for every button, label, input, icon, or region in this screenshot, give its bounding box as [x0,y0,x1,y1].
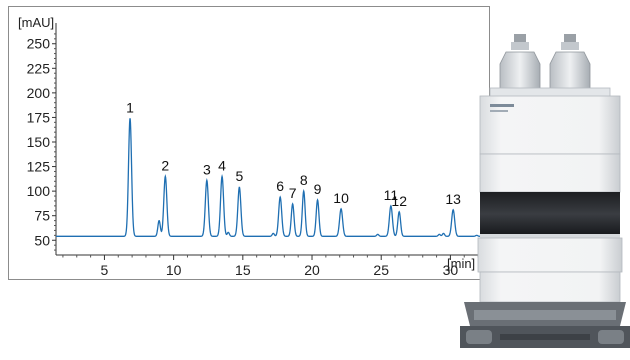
peak-label: 13 [445,191,461,207]
y-tick-label: 150 [27,134,51,150]
x-tick-label: 30 [443,262,459,278]
solvent-bottle-right [549,34,591,93]
x-tick-label: 5 [101,262,109,278]
peak-label: 7 [289,185,297,201]
peak-label: 11 [384,187,399,203]
chromatogram-trace [56,118,485,237]
y-tick-label: 175 [27,109,51,125]
peak-label: 5 [235,168,243,184]
y-tick-label: 100 [27,183,51,199]
peak-label: 3 [203,161,211,177]
chart-axes [55,23,485,256]
y-tick-label: 125 [27,159,51,175]
peak-label: 10 [333,190,349,206]
column-compartment-module [480,192,620,236]
y-tick-label: 50 [34,232,50,248]
y-tick-label: 225 [27,60,51,76]
x-axis-label: [min] [447,256,475,271]
hplc-instrument-image [460,34,630,348]
peak-label: 12 [391,193,407,209]
x-tick-label: 15 [235,262,251,278]
x-tick-label: 10 [166,262,182,278]
chromatogram-panel: 50 75 100 125 150 175 200 225 250 5 10 15 20 25 30 [mA… [8,6,490,280]
peak-label: 8 [300,172,308,188]
peak-label: 6 [276,178,284,194]
y-tick-label: 200 [27,85,51,101]
peak-label: 1 [126,99,134,115]
peak-label: 4 [218,157,226,173]
solvent-bottle-left [499,34,541,93]
x-tick-label: 20 [304,262,320,278]
y-tick-label: 75 [34,208,50,224]
peak-label: 9 [314,181,322,197]
detector-module [477,237,623,273]
x-tick-label: 25 [373,262,389,278]
autosampler-module [479,153,621,193]
y-tick-label: 250 [27,36,51,52]
y-axis-label: [mAU] [18,15,54,30]
peak-label: 2 [161,157,169,173]
